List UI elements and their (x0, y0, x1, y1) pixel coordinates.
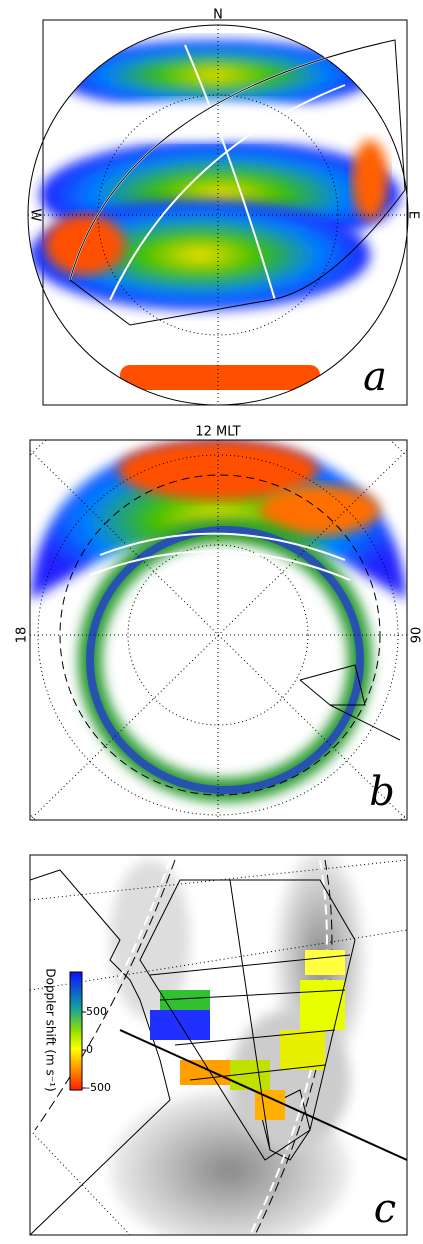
aurora-image (30, 40, 400, 390)
panel-label: b (369, 769, 395, 815)
right-label: 06 (407, 627, 422, 644)
radar-cells (150, 950, 345, 1120)
colorbar-tick-label: -500 (86, 1081, 111, 1094)
panel-label: c (374, 1186, 396, 1232)
panel-c: Doppler shift (m s⁻¹) 500 0 -500 c (29, 854, 408, 1236)
frame (29, 854, 408, 1236)
panel-a: N W E a (27, 8, 421, 406)
top-label: 12 MLT (195, 425, 240, 440)
west-label: W (28, 209, 43, 222)
colorbar (69, 971, 83, 1091)
left-label: 18 (15, 627, 30, 644)
colorbar-title: Doppler shift (m s⁻¹) (44, 968, 58, 1091)
north-label: N (213, 8, 223, 23)
east-label: E (406, 211, 421, 219)
colorbar-tick-label: 0 (86, 1043, 93, 1056)
colorbar-tick-label: 500 (86, 1005, 107, 1018)
panel-b: 12 MLT 18 06 b (15, 425, 422, 821)
panel-label: a (363, 354, 387, 400)
